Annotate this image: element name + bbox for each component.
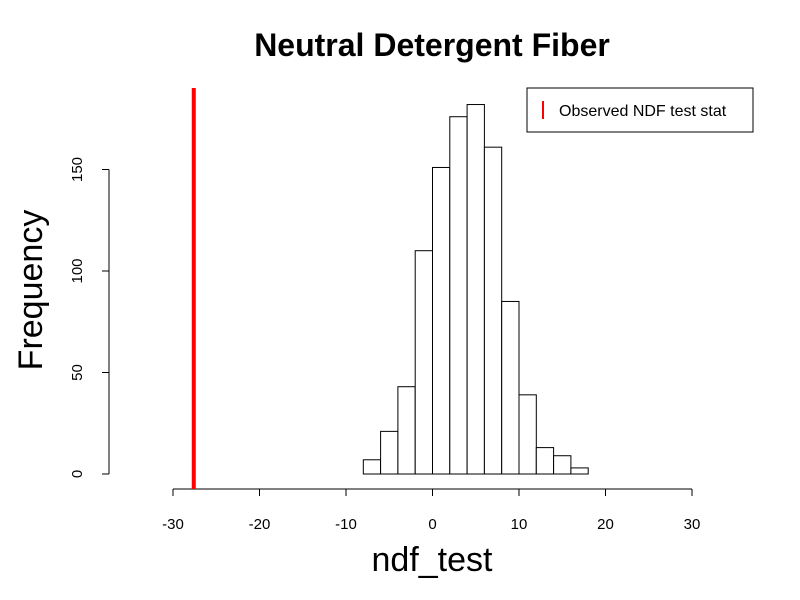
histogram-bar <box>380 430 399 475</box>
histogram-bar <box>483 146 503 475</box>
histogram-bar <box>414 250 434 475</box>
histogram-bar <box>466 104 485 475</box>
x-tick-label: 10 <box>511 516 528 533</box>
histogram-bar <box>397 386 416 475</box>
x-axis: -30 -20 -10 0 10 20 30 <box>162 488 701 533</box>
legend-box <box>526 87 754 133</box>
histogram-bar <box>432 166 451 475</box>
y-axis-title: Frequency <box>12 210 50 371</box>
y-axis: 0 50 100 150 <box>69 157 110 478</box>
histogram-bar <box>518 394 537 475</box>
histogram-bar <box>501 300 520 475</box>
histogram-bars <box>362 104 589 475</box>
chart-title: Neutral Detergent Fiber <box>254 27 610 63</box>
histogram-bar <box>362 459 382 475</box>
histogram-bar <box>553 455 572 475</box>
x-tick-label: 30 <box>684 516 701 533</box>
x-tick-label: -10 <box>335 516 357 533</box>
legend-label: Observed NDF test stat <box>559 103 727 120</box>
y-tick-label: 50 <box>69 364 86 381</box>
x-tick-label: -20 <box>249 516 271 533</box>
y-tick-label: 150 <box>69 157 86 182</box>
legend: Observed NDF test stat <box>526 87 754 133</box>
histogram-bar <box>449 116 468 475</box>
x-tick-label: -30 <box>162 516 184 533</box>
x-axis-title: ndf_test <box>372 541 494 579</box>
y-tick-label: 100 <box>69 258 86 283</box>
histogram-bar <box>535 447 555 475</box>
y-tick-label: 0 <box>69 470 86 478</box>
x-tick-label: 20 <box>597 516 614 533</box>
histogram-bar <box>570 467 589 475</box>
x-tick-label: 0 <box>428 516 436 533</box>
